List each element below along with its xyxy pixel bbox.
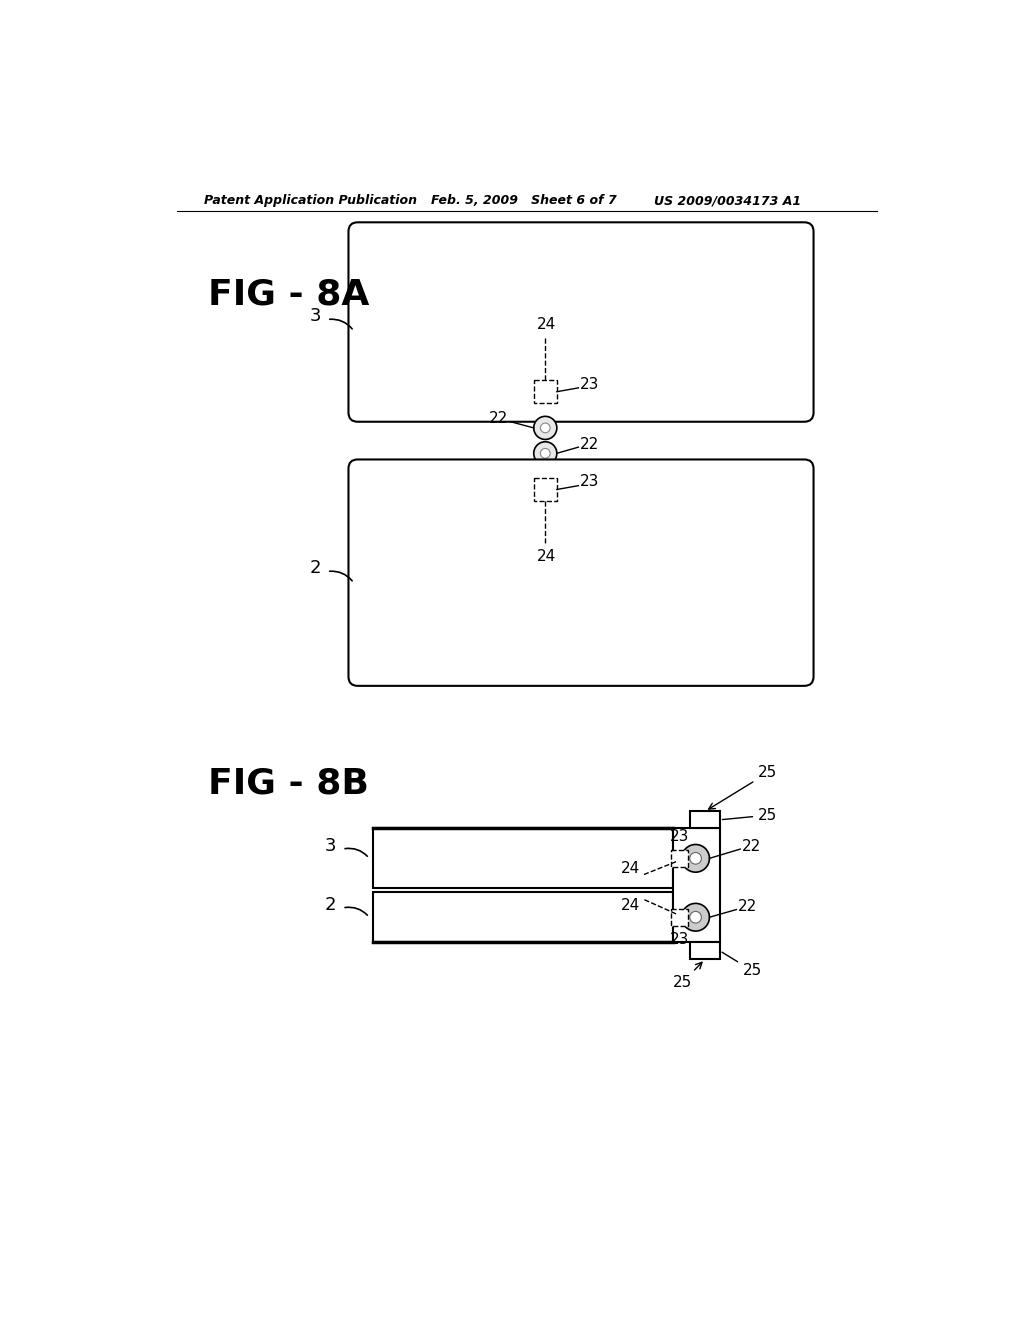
Circle shape — [541, 422, 550, 433]
FancyBboxPatch shape — [348, 222, 813, 422]
Text: 22: 22 — [580, 437, 599, 451]
Bar — [674, 829, 720, 942]
Circle shape — [541, 449, 550, 458]
Text: 24: 24 — [621, 898, 640, 913]
Text: Patent Application Publication: Patent Application Publication — [204, 194, 417, 207]
Text: 22: 22 — [741, 838, 761, 854]
Circle shape — [682, 903, 710, 931]
Text: 24: 24 — [538, 549, 556, 564]
Circle shape — [690, 853, 701, 865]
Bar — [534, 478, 557, 502]
FancyBboxPatch shape — [348, 459, 813, 686]
Bar — [690, 812, 720, 829]
Text: FIG - 8A: FIG - 8A — [208, 277, 369, 312]
Circle shape — [534, 442, 557, 465]
Bar — [534, 380, 557, 404]
Circle shape — [534, 416, 557, 440]
Text: 24: 24 — [621, 861, 640, 876]
Bar — [373, 892, 674, 942]
Text: 25: 25 — [722, 952, 762, 978]
Text: 25: 25 — [722, 808, 777, 822]
Text: 25: 25 — [673, 962, 702, 990]
Circle shape — [682, 845, 710, 873]
Text: 22: 22 — [738, 899, 757, 913]
Bar — [373, 829, 674, 888]
Bar — [671, 850, 688, 867]
Text: 22: 22 — [489, 411, 508, 426]
Text: 24: 24 — [538, 317, 556, 333]
Text: FIG - 8B: FIG - 8B — [208, 767, 369, 801]
Text: 23: 23 — [580, 474, 599, 490]
Text: 2: 2 — [309, 558, 322, 577]
Text: Feb. 5, 2009   Sheet 6 of 7: Feb. 5, 2009 Sheet 6 of 7 — [431, 194, 616, 207]
Bar — [690, 942, 720, 960]
Text: 2: 2 — [325, 896, 337, 913]
Text: US 2009/0034173 A1: US 2009/0034173 A1 — [654, 194, 802, 207]
Text: 3: 3 — [325, 837, 337, 855]
Text: 25: 25 — [709, 766, 777, 809]
Text: 3: 3 — [309, 306, 322, 325]
Bar — [671, 908, 688, 925]
Text: 23: 23 — [580, 376, 599, 392]
Text: 23: 23 — [670, 829, 689, 843]
Circle shape — [690, 911, 701, 923]
Text: 23: 23 — [670, 932, 689, 946]
